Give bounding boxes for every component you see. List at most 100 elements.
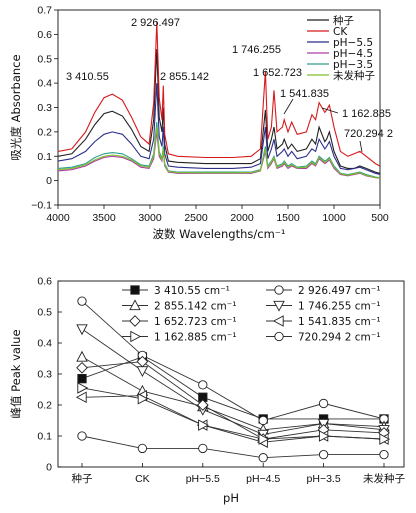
- y-tick-label: 0.5: [37, 53, 52, 65]
- y-tick-label: 0.1: [37, 151, 52, 163]
- legend-label: 720.294 2 cm⁻¹: [298, 332, 381, 344]
- series-line-pH−5.5: [58, 83, 380, 176]
- x-tick-label: 3500: [92, 212, 116, 224]
- series-line: [81, 300, 385, 421]
- peak-annotation: 3 410.55: [66, 71, 109, 83]
- data-point: [318, 398, 329, 409]
- legend-marker: [272, 315, 284, 327]
- plot-frame: [57, 9, 381, 206]
- data-point: [379, 449, 389, 460]
- annotation-arrow: [359, 140, 363, 153]
- peak-annotation: 720.294 2: [344, 128, 393, 140]
- y-tick-label: −0.1: [31, 200, 52, 212]
- data-point: [379, 433, 391, 445]
- legend-label: pH−4.5: [333, 48, 373, 60]
- x-tick-label: CK: [135, 473, 150, 485]
- x-axis-label: pH: [223, 491, 239, 505]
- data-point: [77, 382, 89, 394]
- legend-label: 1 541.835 cm⁻¹: [298, 316, 381, 328]
- peak-annotation: 2 855.142: [160, 71, 209, 83]
- x-tick-label: pH−3.5: [307, 473, 341, 485]
- series-line: [81, 435, 384, 459]
- data-point: [75, 391, 87, 403]
- data-point: [76, 361, 88, 374]
- legend-label: 1 652.723 cm⁻¹: [154, 316, 237, 328]
- data-point: [137, 443, 148, 454]
- data-point: [76, 350, 88, 362]
- legend-label: 1 746.255 cm⁻¹: [298, 301, 381, 313]
- x-tick-label: pH−4.5: [246, 473, 280, 485]
- data-point: [76, 324, 88, 336]
- y-tick-label: 0: [46, 175, 52, 187]
- data-point: [318, 430, 330, 442]
- annotation-arrow: [283, 98, 294, 115]
- data-point: [137, 393, 149, 405]
- data-point: [77, 296, 87, 306]
- data-point: [198, 380, 208, 390]
- legend-marker: [273, 300, 285, 312]
- x-tick-label: 3000: [138, 212, 162, 224]
- x-tick-label: 500: [371, 212, 389, 224]
- series-line: [81, 387, 385, 440]
- x-tick-label: pH−5.5: [186, 473, 220, 485]
- peak-annotation: 1 541.835: [280, 88, 329, 100]
- annotation-arrow: [321, 107, 339, 114]
- y-tick-label: 0.1: [37, 431, 52, 443]
- legend-label: 2 926.497 cm⁻¹: [298, 285, 381, 297]
- data-point: [258, 453, 268, 463]
- y-tick-label: 0.4: [37, 78, 52, 90]
- y-tick-label: 0.3: [37, 102, 52, 114]
- legend-label: pH−5.5: [333, 37, 373, 49]
- peak-annotation: 1 162.885: [342, 108, 391, 120]
- peak-annotation: 2 926.497: [131, 17, 180, 29]
- series-line-未发种子: [58, 126, 380, 179]
- peak-annotation: 1 652.723: [253, 67, 302, 79]
- legend-label: 3 410.55 cm⁻¹: [154, 285, 230, 297]
- y-tick-label: 0.6: [37, 276, 52, 288]
- data-point: [136, 355, 149, 368]
- y-axis-label: 峰值 Peak value: [9, 329, 23, 418]
- data-point: [196, 399, 209, 411]
- peak-annotation: 1 746.255: [232, 44, 281, 56]
- legend-marker: [129, 299, 141, 311]
- y-axis-label: 吸光度 Absorbance: [9, 54, 23, 160]
- data-point: [77, 431, 87, 441]
- peak-value-chart: 0 0.1 0.2 0.3 0.4 0.5 0.6 种子 CK pH−5.5 pH−4.5 pH−3.…: [9, 276, 405, 506]
- data-point: [258, 415, 268, 426]
- legend-label: 种子: [333, 14, 354, 27]
- x-tick-label: 1500: [276, 212, 300, 224]
- series-line-种子: [58, 48, 380, 174]
- y-tick-label: 0.3: [37, 369, 52, 381]
- y-tick-label: 0.4: [37, 338, 52, 350]
- y-tick-label: 0.2: [37, 400, 52, 412]
- x-axis-label: 波数 Wavelengths/cm⁻¹: [153, 227, 286, 241]
- data-point: [318, 449, 329, 460]
- series-line: [81, 356, 384, 420]
- x-tick-label: 2000: [230, 212, 254, 224]
- legend-marker: [129, 315, 141, 327]
- x-tick-label: 4000: [46, 212, 70, 224]
- legend-marker: [130, 285, 140, 295]
- data-point: [77, 374, 87, 384]
- x-tick-label: 2500: [184, 212, 208, 224]
- y-tick-label: 0.7: [37, 5, 52, 17]
- x-tick-label: 1000: [322, 212, 346, 224]
- legend-label: CK: [333, 26, 348, 38]
- y-tick-label: 0.6: [37, 29, 52, 41]
- data-point: [136, 366, 149, 378]
- legend-label: pH−3.5: [333, 59, 373, 71]
- legend-label: 2 855.142 cm⁻¹: [154, 301, 237, 313]
- data-point: [198, 443, 208, 454]
- legend-label: 1 162.885 cm⁻¹: [154, 332, 237, 344]
- series-line: [81, 361, 385, 440]
- legend-marker: [274, 331, 284, 342]
- data-point: [198, 419, 209, 431]
- series-line-CK: [58, 22, 380, 167]
- y-tick-label: 0.5: [37, 307, 52, 319]
- x-tick-label: 未发种子: [363, 472, 405, 485]
- series-line: [81, 356, 385, 431]
- series-line-pH−4.5: [58, 131, 380, 179]
- data-point: [258, 433, 270, 445]
